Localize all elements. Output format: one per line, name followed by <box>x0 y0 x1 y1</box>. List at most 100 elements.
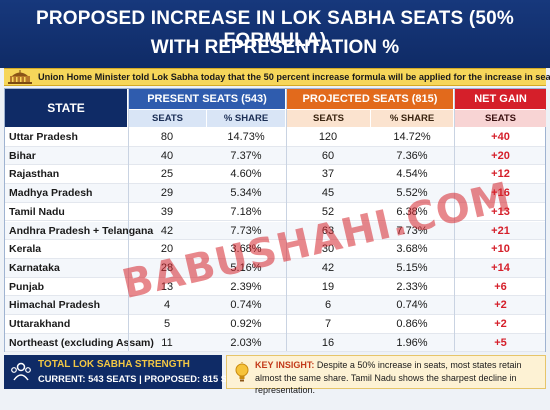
cell-projected-seats: 120 <box>318 131 338 143</box>
cell-projected-share: 5.52% <box>396 187 428 200</box>
cell-net-gain: +12 <box>491 168 510 181</box>
total-strength-box: TOTAL LOK SABHA STRENGTH CURRENT: 543 SE… <box>4 355 251 389</box>
cell-projected-seats: 7 <box>324 318 332 330</box>
cell-state: Uttarakhand <box>9 318 71 330</box>
cell-present-share: 2.39% <box>230 280 262 293</box>
cell-projected-seats: 45 <box>321 187 335 200</box>
cell-present-seats: 42 <box>160 224 174 237</box>
cell-state: Himachal Pradesh <box>9 299 101 312</box>
cell-projected-seats: 37 <box>321 168 335 181</box>
cell-present-seats: 11 <box>161 336 173 349</box>
cell-projected-seats: 19 <box>321 280 335 293</box>
lightbulb-icon <box>235 362 249 382</box>
cell-state: Rajasthan <box>9 168 60 181</box>
cell-projected-seats: 60 <box>321 149 335 162</box>
table-row: Madhya Pradesh 29 5.34% 45 5.52% +16 <box>5 184 545 203</box>
key-insight-label: KEY INSIGHT: <box>255 360 315 370</box>
subheader-present-seats: SEATS <box>129 110 206 127</box>
cell-net-gain: +6 <box>494 280 507 293</box>
cell-projected-seats: 16 <box>321 336 335 349</box>
cell-net-gain: +21 <box>491 224 510 237</box>
cell-projected-share: 2.33% <box>396 280 428 293</box>
table-row: Northeast (excluding Assam) 11 2.03% 16 1.96… <box>5 333 545 353</box>
cell-net-gain: +20 <box>491 149 510 162</box>
cell-present-share: 5.16% <box>230 261 262 274</box>
cell-net-gain: +40 <box>491 131 510 143</box>
header-present-seats: PRESENT SEATS (543) <box>129 89 285 109</box>
cell-state: Karnataka <box>9 261 60 274</box>
cell-state: Tamil Nadu <box>9 205 65 218</box>
cell-projected-share: 5.15% <box>396 261 428 274</box>
cell-present-seats: 5 <box>163 318 171 330</box>
title-line-1: PROPOSED INCREASE IN LOK SABHA SEATS (50… <box>36 8 514 51</box>
cell-present-share: 14.73% <box>227 131 265 143</box>
seats-table: STATE PRESENT SEATS (543) PROJECTED SEAT… <box>4 88 546 353</box>
cell-present-seats: 39 <box>160 205 174 218</box>
people-group-icon <box>11 362 31 381</box>
cell-state: Northeast (excluding Assam) <box>9 336 154 349</box>
cell-present-share: 7.73% <box>230 224 262 237</box>
subheader-projected-share: % SHARE <box>371 110 453 127</box>
cell-projected-share: 4.54% <box>396 168 428 181</box>
total-strength-title: TOTAL LOK SABHA STRENGTH <box>38 359 190 370</box>
cell-present-share: 2.03% <box>230 336 262 349</box>
cell-state: Bihar <box>9 149 36 162</box>
cell-projected-share: 3.68% <box>396 243 428 256</box>
table-row: Uttarakhand 5 0.92% 7 0.86% +2 <box>5 315 545 334</box>
cell-net-gain: +16 <box>491 187 510 200</box>
cell-present-seats: 25 <box>160 168 174 181</box>
cell-projected-share: 0.74% <box>396 299 428 312</box>
cell-projected-share: 0.86% <box>396 318 428 330</box>
key-insight-body: Despite a 50% increase in seats, most st… <box>255 360 522 395</box>
cell-present-seats: 40 <box>160 149 174 162</box>
header-projected-seats: PROJECTED SEATS (815) <box>287 89 453 109</box>
subheader-projected-seats: SEATS <box>287 110 370 127</box>
cell-present-share: 7.37% <box>230 149 262 162</box>
cell-net-gain: +2 <box>494 318 507 330</box>
cell-projected-share: 14.72% <box>393 131 431 143</box>
total-strength-values: CURRENT: 543 SEATS | PROPOSED: 815 SEATS <box>38 374 252 384</box>
cell-state: Andhra Pradesh + Telangana <box>9 224 154 237</box>
cell-projected-seats: 52 <box>321 205 335 218</box>
cell-projected-seats: 42 <box>321 261 335 274</box>
cell-net-gain: +2 <box>494 299 507 312</box>
parliament-emblem-icon <box>8 70 32 84</box>
cell-present-share: 5.34% <box>230 187 262 200</box>
cell-present-seats: 20 <box>160 243 174 256</box>
cell-present-seats: 4 <box>163 299 171 312</box>
cell-state: Punjab <box>9 280 45 293</box>
cell-projected-share: 6.38% <box>396 205 428 218</box>
title-line-2: WITH REPRESENTATION % <box>150 37 400 58</box>
cell-state: Madhya Pradesh <box>9 187 93 200</box>
notice-banner: Union Home Minister told Lok Sabha today… <box>4 68 550 86</box>
cell-projected-seats: 6 <box>324 299 332 312</box>
table-row: Kerala 20 3.68% 30 3.68% +10 <box>5 240 545 259</box>
cell-projected-share: 7.73% <box>396 224 428 237</box>
column-divider <box>454 89 455 351</box>
column-divider <box>286 89 287 351</box>
cell-projected-share: 7.36% <box>396 149 428 162</box>
cell-present-share: 7.18% <box>230 205 262 218</box>
title-banner: PROPOSED INCREASE IN LOK SABHA SEATS (50… <box>0 0 550 68</box>
key-insight-box: KEY INSIGHT: Despite a 50% increase in s… <box>226 355 546 395</box>
cell-projected-share: 1.96% <box>396 336 428 349</box>
table-row: Tamil Nadu 39 7.18% 52 6.38% +13 <box>5 203 545 222</box>
cell-projected-seats: 63 <box>321 224 335 237</box>
table-row: Rajasthan 25 4.60% 37 4.54% +12 <box>5 165 545 185</box>
cell-present-seats: 29 <box>160 187 174 200</box>
cell-state: Kerala <box>9 243 42 256</box>
cell-present-share: 0.92% <box>230 318 262 330</box>
cell-present-share: 0.74% <box>230 299 262 312</box>
cell-present-seats: 28 <box>160 261 174 274</box>
subheader-present-share: % SHARE <box>207 110 285 127</box>
notice-text: Union Home Minister told Lok Sabha today… <box>38 72 550 82</box>
table-row: Andhra Pradesh + Telangana 42 7.73% 63 7.73%… <box>5 221 545 241</box>
cell-net-gain: +10 <box>491 243 510 256</box>
cell-present-share: 4.60% <box>230 168 262 181</box>
table-row: Bihar 40 7.37% 60 7.36% +20 <box>5 146 545 166</box>
column-divider <box>128 89 129 351</box>
cell-net-gain: +5 <box>494 336 507 349</box>
cell-projected-seats: 30 <box>321 243 335 256</box>
table-row: Punjab 13 2.39% 19 2.33% +6 <box>5 278 545 297</box>
